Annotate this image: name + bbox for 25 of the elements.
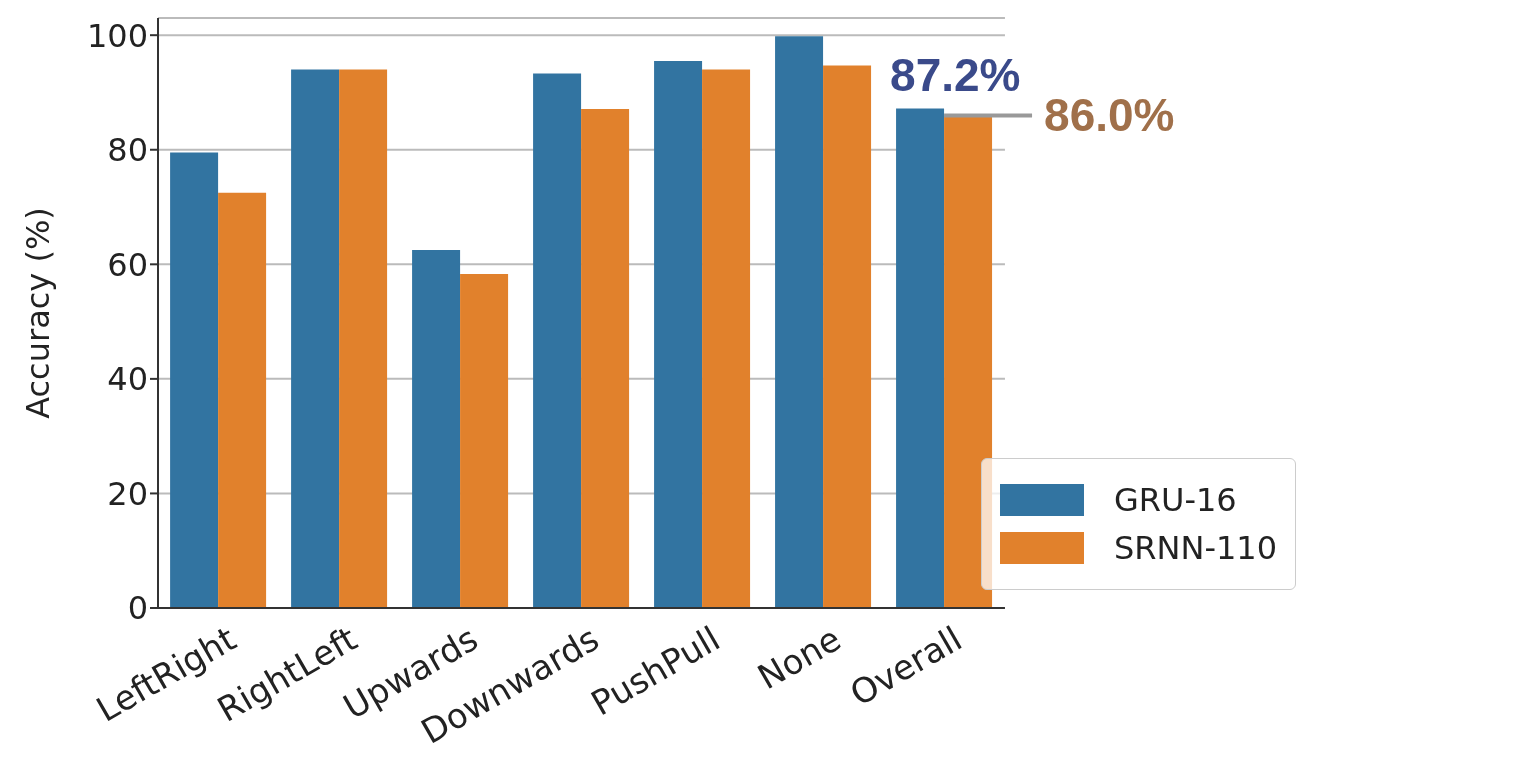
bar [460,274,509,608]
y-tick-label: 100 [86,16,148,55]
bar [412,249,461,608]
y-tick-label: 0 [127,589,148,628]
legend-label: GRU-16 [1112,481,1238,519]
bar [896,108,945,608]
y-tick-label: 80 [107,131,148,170]
legend-label: SRNN-110 [1112,529,1277,567]
x-tick-label: None [750,618,848,698]
bar [170,152,219,608]
y-tick-label: 40 [107,360,148,399]
bar [654,60,703,608]
bar [339,69,388,608]
data-label: 87.2% [890,48,1021,101]
bar [775,36,824,608]
bar [218,192,267,608]
bar [291,69,340,608]
data-label: 86.0% [1044,89,1175,142]
y-tick-label: 60 [107,245,148,284]
bar [823,65,872,608]
bar [702,69,751,608]
y-axis-title: Accuracy (%) [19,207,58,419]
y-tick-label: 20 [107,474,148,513]
bar [533,73,582,608]
bar [581,109,630,608]
